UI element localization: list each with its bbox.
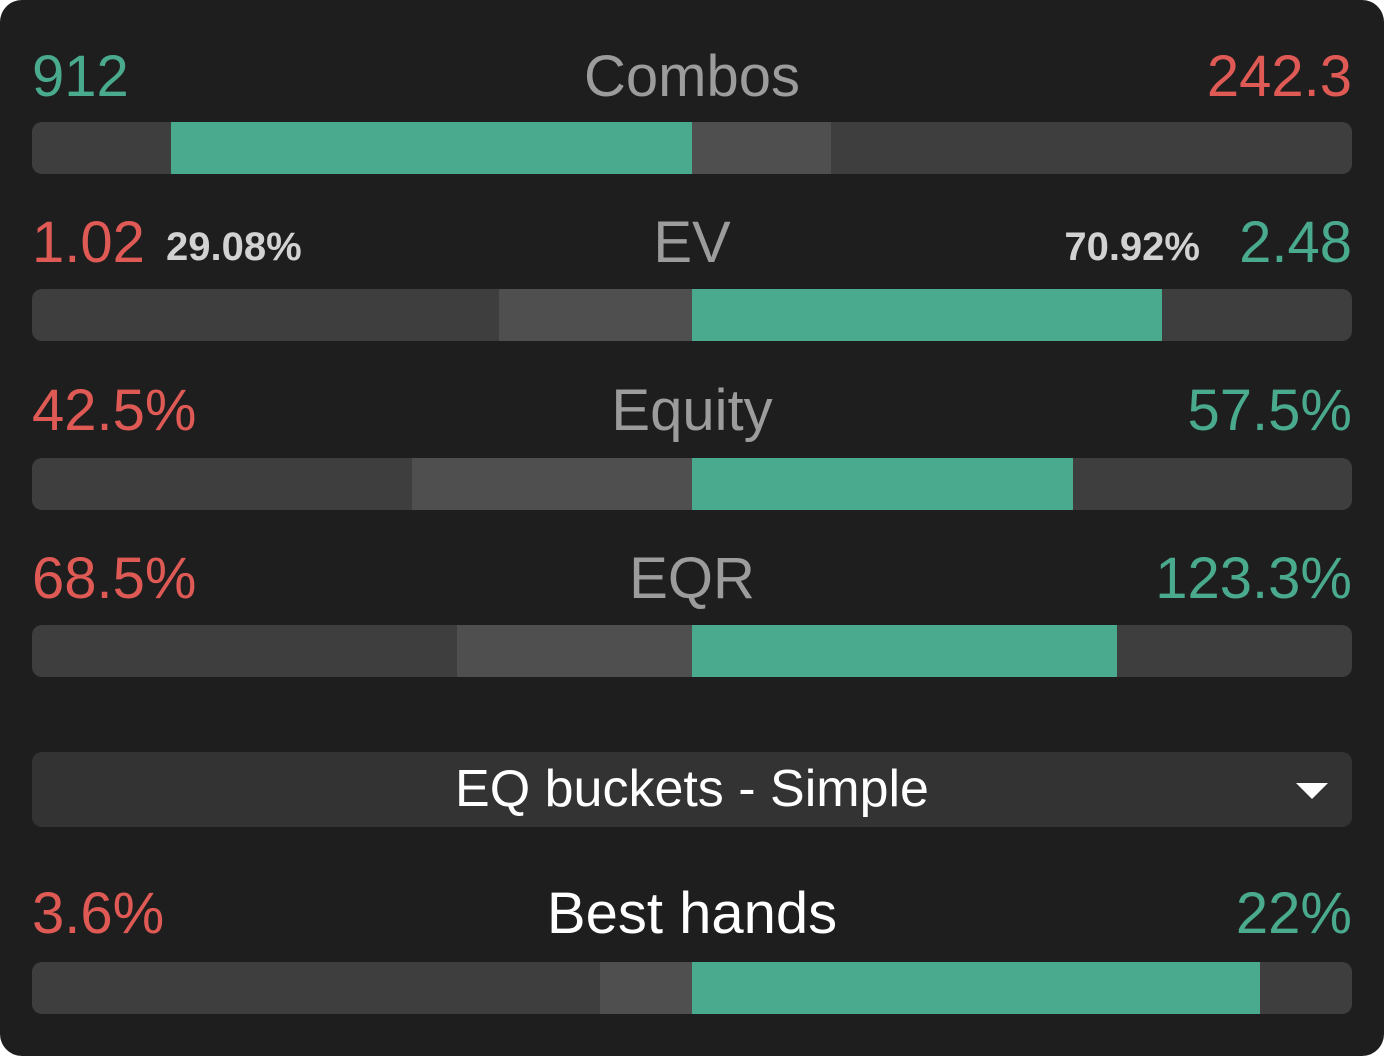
dropdown-selected-value: EQ buckets - Simple (455, 760, 929, 818)
eqr-bar (32, 625, 1352, 677)
combos-title: Combos (584, 44, 800, 109)
equity-left-value: 42.5% (32, 378, 197, 443)
best-hands-bar-teal (692, 962, 1260, 1014)
ev-bar-teal (692, 289, 1162, 341)
ev-right-percent: 70.92% (1064, 225, 1200, 269)
best-hands-row: 3.6% Best hands 22% (32, 879, 1352, 1014)
best-hands-bar-grey (599, 962, 692, 1014)
ev-left-percent: 29.08% (166, 225, 302, 269)
eqr-left-value: 68.5% (32, 546, 197, 611)
eqr-row: 68.5% EQR 123.3% (32, 544, 1352, 677)
caret-down-icon (1296, 783, 1328, 799)
combos-bar-teal (170, 122, 692, 174)
eqr-title: EQR (629, 546, 755, 611)
best-hands-bar (32, 962, 1352, 1014)
equity-title: Equity (611, 378, 773, 443)
combos-right-value: 242.3 (1206, 44, 1352, 109)
eqr-bar-teal (692, 625, 1118, 677)
eqr-bar-grey (457, 625, 692, 677)
equity-right-value: 57.5% (1187, 378, 1352, 443)
equity-bar (32, 458, 1352, 510)
ev-row: 1.02 29.08% EV 70.92% 2.48 (32, 208, 1352, 341)
ev-left-value: 1.02 (32, 210, 145, 275)
equity-row: 42.5% Equity 57.5% (32, 376, 1352, 510)
combos-bar (32, 122, 1352, 174)
ev-bar-grey (499, 289, 692, 341)
best-hands-left-value: 3.6% (32, 881, 165, 946)
eq-buckets-dropdown[interactable]: EQ buckets - Simple (32, 752, 1352, 827)
equity-bar-grey (412, 458, 692, 510)
ev-title: EV (653, 210, 731, 275)
combos-left-value: 912 (32, 44, 129, 109)
combos-row: 912 Combos 242.3 (32, 42, 1352, 174)
best-hands-right-value: 22% (1235, 881, 1352, 946)
best-hands-title: Best hands (546, 881, 838, 946)
equity-bar-teal (692, 458, 1074, 510)
eqr-right-value: 123.3% (1155, 546, 1352, 611)
ev-bar (32, 289, 1352, 341)
combos-bar-grey (692, 122, 831, 174)
ev-right-value: 2.48 (1239, 210, 1352, 275)
